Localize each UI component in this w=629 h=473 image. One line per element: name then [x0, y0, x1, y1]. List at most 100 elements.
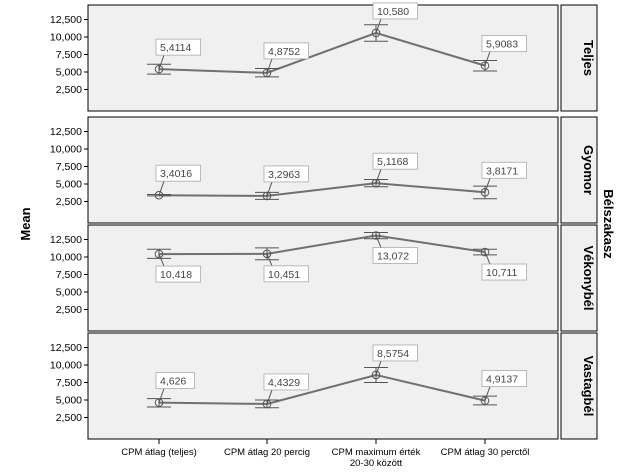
- data-label-box: [372, 344, 418, 362]
- y-tick-label: 5,000: [56, 287, 82, 299]
- data-point: [154, 398, 164, 407]
- data-label-box: [372, 247, 418, 264]
- data-label: 5,9083: [486, 39, 518, 51]
- data-label-leader: [158, 388, 165, 403]
- series-line: [158, 31, 486, 74]
- panel-1: Gyomor 2,500 5,000 7,500 10,000 12,500 3,4016 3…: [50, 116, 598, 224]
- data-label-box: [155, 38, 201, 56]
- data-label-box: [263, 42, 309, 60]
- data-label: 8,5754: [377, 348, 409, 360]
- facet-label: Vastagbél: [581, 356, 596, 417]
- y-tick-label: 12,500: [50, 234, 82, 246]
- data-label-leader: [158, 253, 165, 267]
- data-point: [371, 370, 381, 380]
- data-label: 10,711: [486, 267, 517, 279]
- y-tick-label: 12,500: [50, 342, 82, 354]
- data-label: 10,580: [377, 6, 409, 18]
- data-label-leader: [375, 169, 382, 184]
- y-tick-label: 2,500: [56, 412, 82, 424]
- x-tick-label: CPM átlag 30 perctől: [441, 447, 530, 458]
- y-tick-label: 10,000: [50, 360, 82, 372]
- data-label-box: [155, 164, 201, 182]
- data-label-box: [481, 35, 527, 53]
- data-label: 4,8752: [268, 46, 300, 58]
- x-tick-label-line: CPM átlag (teljes): [121, 447, 197, 458]
- data-label: 10,451: [268, 269, 300, 281]
- data-label-box: [372, 152, 418, 170]
- y-tick-label: 7,500: [56, 49, 82, 61]
- facet-label: Gyomor: [581, 145, 596, 195]
- data-point: [154, 249, 164, 259]
- data-label-leader: [266, 58, 273, 74]
- data-label-leader: [375, 18, 382, 34]
- y-axis-label: Mean: [18, 207, 33, 240]
- data-label-box: [481, 161, 527, 179]
- data-label: 4,9137: [486, 374, 518, 386]
- data-label-leader: [484, 178, 491, 193]
- x-tick-label-line: 20-30 között: [350, 458, 403, 469]
- y-tick-label: 7,500: [56, 269, 82, 281]
- data-label-leader: [484, 51, 491, 66]
- x-tick-label: CPM átlag 20 percig: [224, 447, 310, 458]
- data-label: 3,2963: [268, 169, 300, 181]
- data-label: 3,4016: [160, 168, 192, 180]
- x-tick-label: CPM maximum érték 20-30 között: [332, 447, 421, 469]
- data-label-box: [155, 265, 201, 283]
- data-point: [480, 61, 490, 70]
- y-tick-label: 12,500: [50, 14, 82, 26]
- y-tick-label: 12,500: [50, 126, 82, 138]
- data-label-leader: [375, 235, 382, 248]
- data-label-leader: [484, 251, 491, 265]
- data-label: 5,1168: [377, 156, 408, 168]
- y-tick-label: 7,500: [56, 161, 82, 173]
- panels: Teljes 2,500 5,000 7,500 10,000 12,500 5,4114 4…: [50, 2, 598, 440]
- y-tick-label: 5,000: [56, 395, 82, 407]
- panel-background: [87, 4, 559, 112]
- data-point: [262, 399, 272, 409]
- y-tick-label: 10,000: [50, 252, 82, 264]
- data-point: [371, 231, 381, 240]
- data-label-box: [481, 263, 527, 281]
- data-point: [480, 396, 490, 405]
- data-label-leader: [158, 54, 165, 70]
- panel-2: Vékonybél 2,500 5,000 7,500 10,000 12,500 10,4…: [50, 224, 598, 332]
- data-label-leader: [266, 253, 273, 267]
- data-point: [154, 64, 164, 74]
- data-point: [371, 28, 381, 38]
- data-point: [262, 191, 272, 201]
- data-label: 4,4329: [268, 377, 300, 389]
- data-label-box: [481, 370, 527, 388]
- y-tick-label: 7,500: [56, 377, 82, 389]
- data-label-box: [155, 372, 195, 390]
- x-axis: CPM átlag (teljes) CPM átlag 20 percig CPM…: [88, 438, 558, 469]
- y-tick-label: 2,500: [56, 196, 82, 208]
- data-label-box: [372, 2, 418, 20]
- data-label-box: [263, 373, 309, 391]
- data-label: 5,4114: [160, 42, 191, 54]
- data-point: [262, 68, 272, 78]
- data-label-leader: [266, 181, 273, 197]
- y-tick-label: 10,000: [50, 32, 82, 44]
- series-line: [158, 182, 486, 197]
- facet-label: Vékonybél: [581, 245, 596, 310]
- facet-title: Bélszakasz: [601, 189, 616, 259]
- y-tick-label: 2,500: [56, 304, 82, 316]
- data-label-leader: [266, 389, 273, 405]
- data-label-leader: [375, 360, 382, 376]
- series-line: [158, 373, 486, 405]
- y-tick-label: 10,000: [50, 144, 82, 156]
- data-label-box: [263, 165, 309, 183]
- x-tick-label-line: CPM átlag 30 perctől: [441, 447, 530, 458]
- facet-strip: [560, 4, 598, 112]
- data-label-leader: [484, 386, 491, 401]
- data-label: 4,626: [160, 376, 186, 388]
- data-label-box: [263, 265, 309, 283]
- data-point: [371, 178, 381, 188]
- data-label: 3,8171: [486, 165, 518, 177]
- data-point: [154, 190, 164, 200]
- data-label: 10,418: [160, 269, 192, 281]
- facet-strip: [560, 224, 598, 332]
- data-point: [262, 249, 272, 259]
- y-tick-label: 5,000: [56, 179, 82, 191]
- x-tick-label: CPM átlag (teljes): [121, 447, 197, 458]
